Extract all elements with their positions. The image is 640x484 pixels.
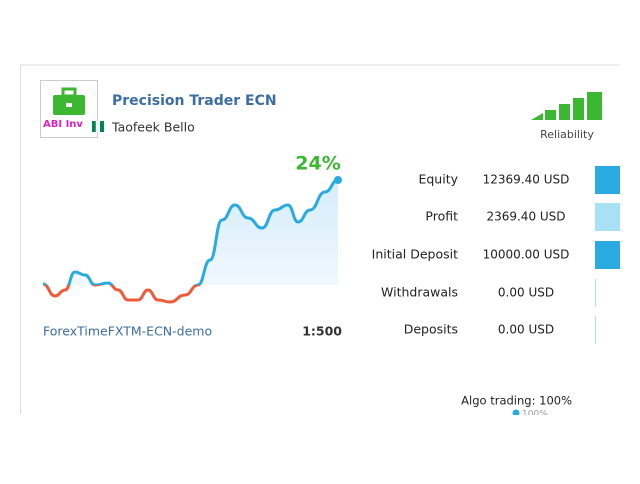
broker-link[interactable]: ForexTimeFXTM-ECN-demo: [43, 324, 212, 339]
stat-label: Initial Deposit: [372, 247, 458, 262]
stat-bars: [595, 166, 620, 344]
stat-label: Profit: [425, 209, 458, 224]
stat-value: 2369.40 USD: [486, 210, 565, 224]
growth-value: 24%: [295, 153, 340, 175]
leverage: 1:500: [302, 324, 342, 339]
algo-trading: Algo trading: 100%: [461, 394, 572, 408]
stat-label: Equity: [418, 172, 458, 187]
signal-title[interactable]: Precision Trader ECN: [112, 93, 277, 109]
flag: [92, 120, 104, 133]
stat-value: 0.00 USD: [498, 286, 554, 300]
stat-value: 0.00 USD: [498, 323, 554, 337]
reliability-label: Reliability: [540, 128, 594, 141]
algo-sub-label: 100%: [522, 410, 548, 420]
stat-value: 12369.40 USD: [483, 173, 570, 187]
algo-sub: 100%: [512, 410, 548, 420]
card: ABI Inv Precision Trader ECN Taofeek Bel…: [20, 64, 620, 420]
logo-text: ABI Inv: [43, 119, 83, 130]
stat-label: Withdrawals: [381, 285, 458, 300]
logo[interactable]: ABI Inv: [40, 80, 98, 138]
stat-label: Deposits: [404, 322, 458, 337]
author-name[interactable]: Taofeek Bello: [111, 120, 195, 135]
growth-chart: [42, 176, 342, 304]
stat-value: 10000.00 USD: [483, 248, 570, 262]
stats: Equity 12369.40 USD Profit 2369.40 USD Initi…: [372, 172, 570, 337]
reliability-icon: [531, 92, 602, 120]
